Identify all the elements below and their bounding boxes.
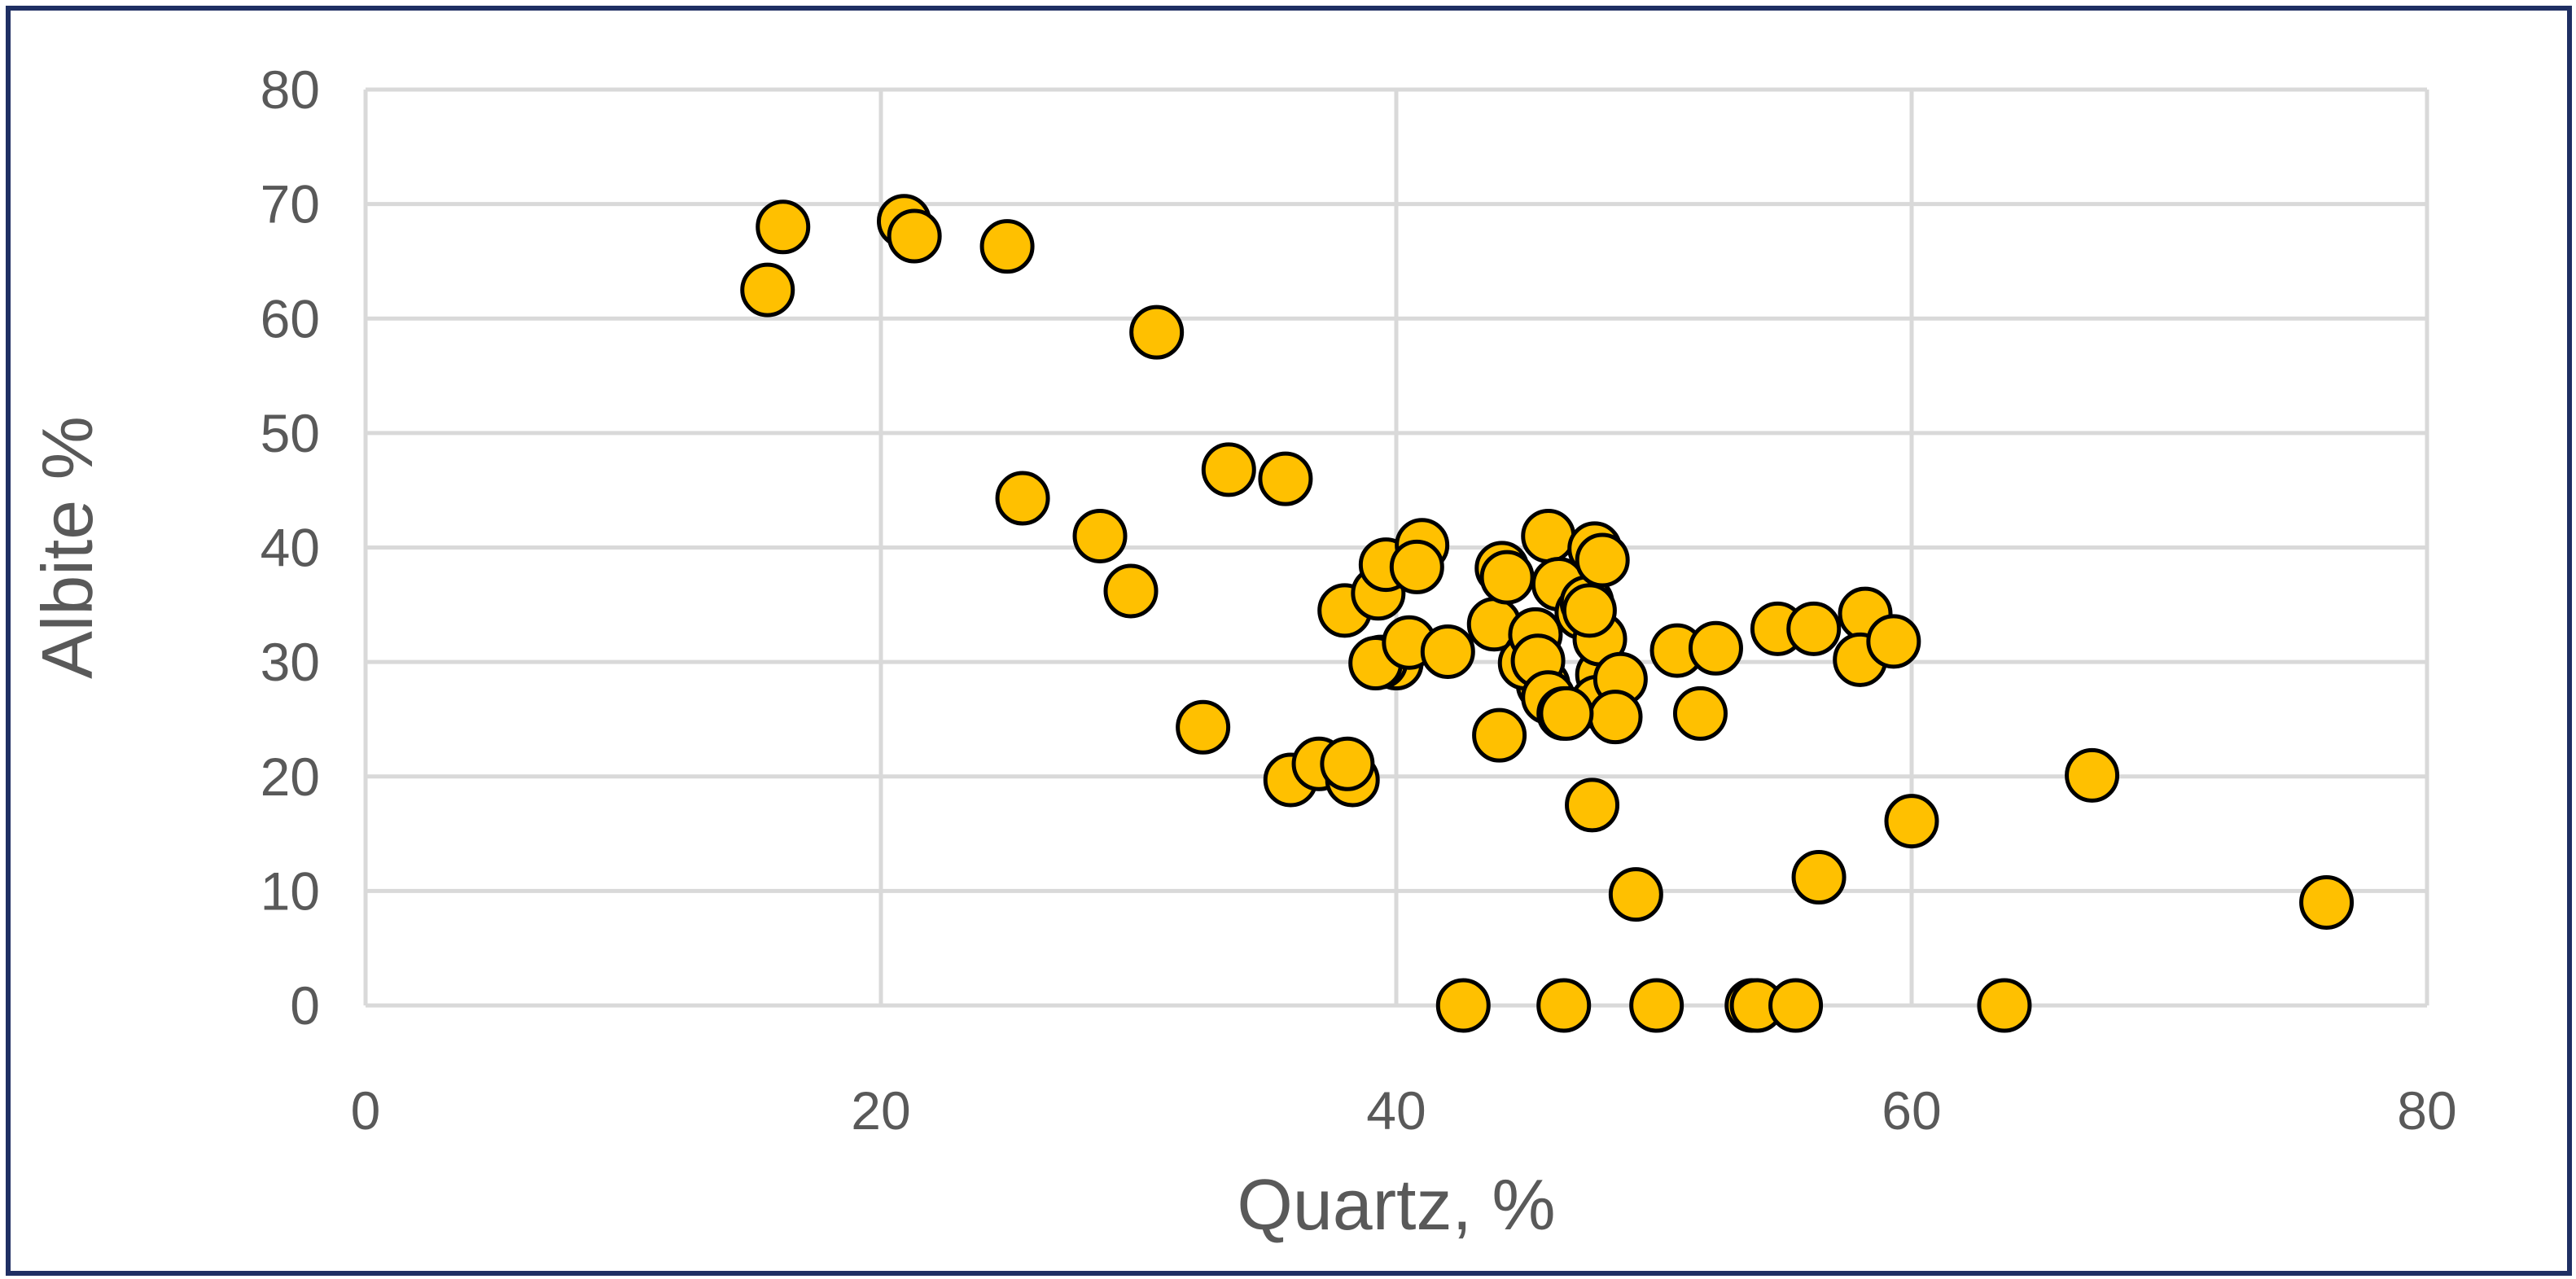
x-tick-labels: 0 20 40 60 80	[351, 1080, 2457, 1141]
data-point	[1575, 532, 1630, 588]
data-point	[1672, 685, 1728, 741]
data-point	[1791, 850, 1847, 904]
y-tick-label: 70	[261, 174, 320, 234]
data-point	[1176, 699, 1231, 755]
y-tick-label: 0	[290, 975, 320, 1036]
data-point	[1536, 978, 1592, 1033]
y-axis-title: Albite %	[27, 416, 107, 679]
data-point	[1320, 736, 1375, 791]
x-tick-label: 80	[2397, 1080, 2456, 1141]
data-point	[1479, 550, 1535, 605]
data-point	[1786, 601, 1842, 656]
x-tick-label: 0	[351, 1080, 381, 1141]
data-point	[1884, 794, 1939, 849]
x-tick-label: 40	[1366, 1080, 1426, 1141]
data-point	[1562, 583, 1617, 638]
y-tick-label: 10	[261, 861, 320, 921]
data-point	[1435, 978, 1491, 1033]
data-point	[756, 199, 811, 255]
data-points	[740, 194, 2355, 1033]
data-point	[1977, 978, 2032, 1033]
data-point	[1866, 614, 1921, 669]
data-point	[740, 262, 795, 318]
y-tick-label: 60	[261, 288, 320, 348]
data-point	[1588, 690, 1643, 745]
data-point	[1539, 685, 1594, 741]
x-tick-label: 20	[851, 1080, 910, 1141]
scatter-chart: 0 10 20 30 40 50 60 70 80 0 20 40 60 80 Quartz, % Al…	[27, 59, 2457, 1245]
data-point	[1629, 978, 1684, 1033]
y-tick-label: 20	[261, 747, 320, 807]
data-point	[887, 208, 942, 264]
data-point	[1201, 442, 1256, 497]
y-tick-label: 50	[261, 403, 320, 463]
data-point	[1072, 508, 1128, 563]
data-point	[1521, 508, 1576, 563]
data-point	[1420, 624, 1475, 679]
data-point	[1103, 563, 1159, 619]
data-point	[1768, 978, 1824, 1033]
x-tick-label: 60	[1882, 1080, 1941, 1141]
data-point	[1389, 539, 1444, 594]
data-point	[979, 219, 1035, 274]
data-point	[1472, 707, 1527, 763]
y-tick-labels: 0 10 20 30 40 50 60 70 80	[261, 59, 320, 1036]
chart-frame: 0 10 20 30 40 50 60 70 80 0 20 40 60 80 Quartz, % Al…	[6, 6, 2572, 1276]
x-axis-title: Quartz, %	[1237, 1164, 1555, 1245]
data-point	[2299, 874, 2355, 930]
x-gridlines	[363, 90, 2429, 1005]
data-point	[1258, 451, 1313, 506]
data-point	[1608, 867, 1663, 922]
data-point	[1565, 777, 1620, 833]
data-point	[1129, 304, 1185, 360]
y-tick-label: 80	[261, 59, 320, 120]
y-tick-label: 30	[261, 632, 320, 692]
data-point	[2065, 747, 2120, 803]
data-point	[995, 471, 1050, 526]
data-point	[1688, 620, 1743, 676]
y-tick-label: 40	[261, 518, 320, 578]
